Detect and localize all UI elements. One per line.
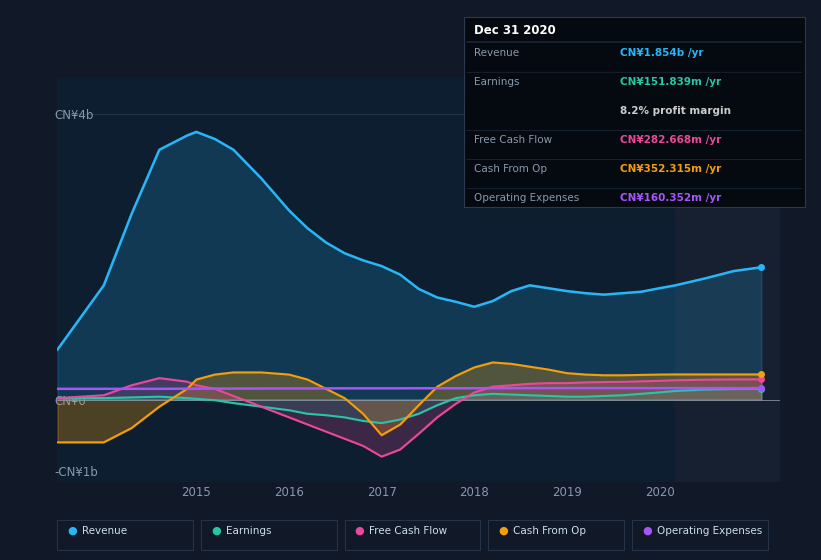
- Text: Revenue: Revenue: [82, 526, 127, 536]
- Text: CN¥160.352m /yr: CN¥160.352m /yr: [620, 193, 721, 203]
- Text: CN¥282.668m /yr: CN¥282.668m /yr: [620, 135, 721, 145]
- Text: Free Cash Flow: Free Cash Flow: [369, 526, 447, 536]
- Bar: [676, 78, 780, 482]
- Text: ●: ●: [211, 526, 221, 536]
- Text: ●: ●: [67, 526, 77, 536]
- Text: Cash From Op: Cash From Op: [474, 164, 547, 174]
- Text: ●: ●: [355, 526, 365, 536]
- Text: Cash From Op: Cash From Op: [513, 526, 586, 536]
- Text: ●: ●: [642, 526, 652, 536]
- Text: Dec 31 2020: Dec 31 2020: [474, 24, 556, 36]
- Text: CN¥151.839m /yr: CN¥151.839m /yr: [620, 77, 721, 87]
- Text: Earnings: Earnings: [226, 526, 271, 536]
- Text: CN¥352.315m /yr: CN¥352.315m /yr: [620, 164, 721, 174]
- Text: CN¥1.854b /yr: CN¥1.854b /yr: [620, 48, 704, 58]
- Text: Revenue: Revenue: [474, 48, 519, 58]
- Text: Operating Expenses: Operating Expenses: [657, 526, 762, 536]
- Text: ●: ●: [498, 526, 508, 536]
- Text: Operating Expenses: Operating Expenses: [474, 193, 579, 203]
- Text: 8.2% profit margin: 8.2% profit margin: [620, 106, 731, 116]
- Text: Earnings: Earnings: [474, 77, 519, 87]
- Text: Free Cash Flow: Free Cash Flow: [474, 135, 552, 145]
